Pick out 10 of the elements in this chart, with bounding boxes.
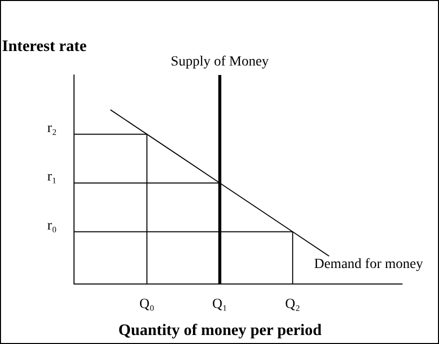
ref-line-label: r₁: [47, 170, 57, 185]
x-tick-label: Q₂: [285, 297, 300, 312]
series-label: Demand for money: [314, 256, 423, 272]
ref-line-label: Supply of Money: [170, 54, 269, 70]
y-axis-title: Interest rate: [2, 38, 87, 55]
ref-line-label: r₀: [47, 218, 57, 234]
ref-line-label: r₂: [47, 120, 57, 136]
x-tick-label: Q₁: [212, 297, 228, 312]
x-tick-label: Q₀: [139, 297, 154, 312]
x-axis-title: Quantity of money per period: [118, 322, 322, 339]
